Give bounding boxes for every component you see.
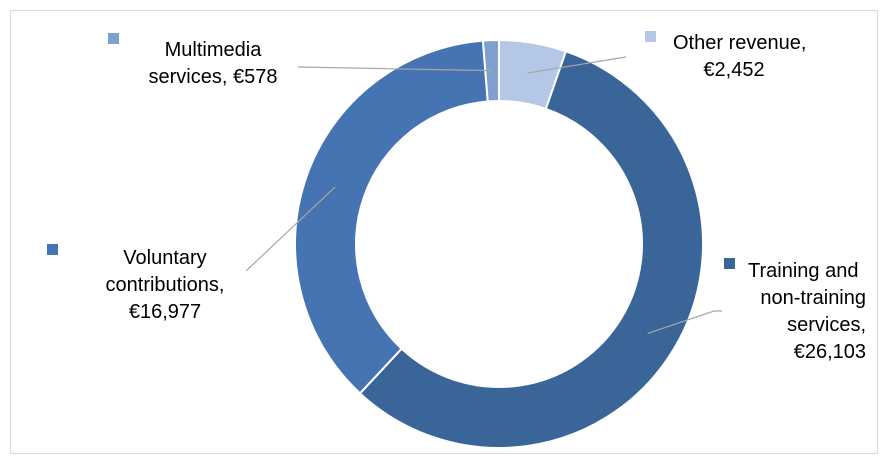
data-label-multimedia-services: Multimedia services, €578	[149, 39, 278, 88]
label-marker-voluntary-contributions	[47, 244, 58, 255]
data-labels-group: Other revenue, €2,452 Training and non-trai…	[47, 31, 866, 363]
leader-line-voluntary-contributions	[245, 186, 336, 272]
data-label-other-revenue: Other revenue, €2,452	[673, 32, 806, 81]
leader-lines-group	[245, 56, 722, 335]
leader-line-other-revenue	[527, 56, 627, 74]
leader-line-multimedia-services	[297, 66, 493, 72]
slices-group	[294, 38, 704, 449]
data-label-voluntary-contributions: Voluntary contributions, €16,977	[106, 247, 225, 323]
leader-line-training-and-non-training-services	[647, 310, 722, 335]
label-marker-other-revenue	[645, 31, 656, 42]
doughnut-chart: Other revenue, €2,452 Training and non-trai…	[47, 31, 866, 449]
label-marker-training-and-non-training-services	[724, 258, 735, 269]
slice-training-and-non-training-services	[358, 50, 704, 449]
chart-area: Other revenue, €2,452 Training and non-trai…	[10, 10, 878, 454]
label-marker-multimedia-services	[108, 33, 119, 44]
data-label-training-and-non-training-services: Training and non-training services, €26,103	[748, 260, 866, 363]
slice-voluntary-contributions	[294, 39, 489, 395]
